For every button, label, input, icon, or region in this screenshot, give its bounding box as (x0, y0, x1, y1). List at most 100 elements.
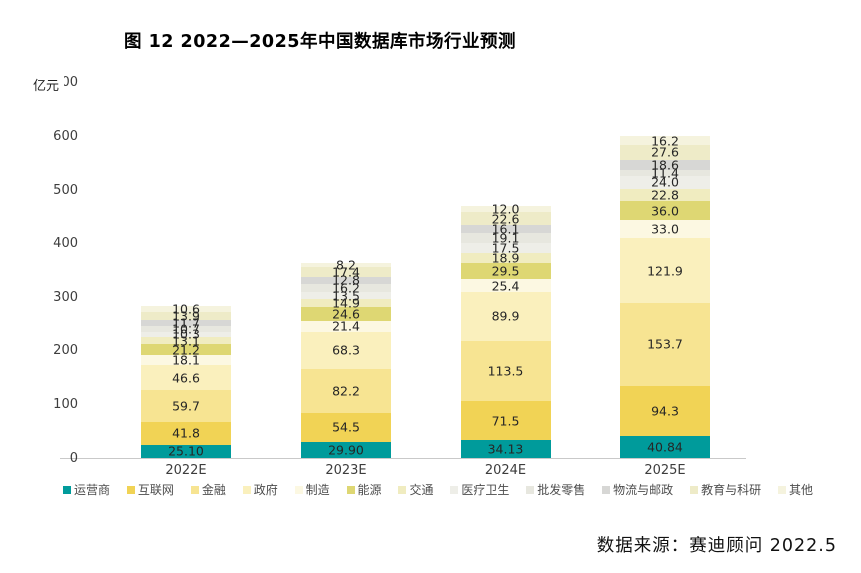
y-tick-label: 200 (53, 343, 78, 359)
bar-segment-label: 82.2 (332, 383, 360, 399)
bar-segment: 153.7 (620, 303, 710, 386)
bar-segment: 12.0 (460, 203, 551, 216)
bar-segment: 8.2 (301, 259, 391, 272)
bar-segment: 22.6 (460, 211, 551, 226)
bar-segment-label: 13.1 (172, 333, 200, 349)
bar-segment-label: 19.1 (491, 230, 520, 246)
bar-segment: 24.0 (620, 176, 710, 189)
bar-segment-label: 8.2 (336, 257, 356, 273)
bar-segment: 121.9 (620, 237, 710, 304)
bar-segment: 22.8 (620, 188, 710, 201)
legend-label: 其他 (788, 483, 813, 497)
bar-segment: 82.2 (301, 368, 391, 413)
bar-segment-label: 153.7 (647, 336, 683, 352)
legend-item: 制造 (294, 481, 330, 498)
legend-item: 批发零售 (526, 481, 585, 498)
bar-segment-label: 36.0 (651, 203, 679, 219)
bar-segment-label: 21.4 (332, 318, 360, 334)
legend-item: 教育与科研 (690, 481, 761, 498)
legend-swatch (242, 485, 251, 494)
bar-segment: 14.9 (301, 297, 391, 310)
bar-segment-label: 10.6 (172, 301, 200, 317)
bar-segment-label: 12.8 (332, 272, 360, 288)
legend-label: 能源 (357, 483, 382, 497)
bar-segment: 16.1 (460, 222, 551, 235)
bar-segment: 36.0 (620, 200, 710, 221)
bar-segment: 11.4 (620, 166, 710, 179)
legend-label: 运营商 (74, 483, 111, 497)
x-category-label: 2022E (165, 463, 207, 478)
stacked-bar-2024E: 34.13 71.5 113.5 89.9 25.4 29.5 18.9 17.5 19.1 16… (460, 203, 551, 458)
bar-segment: 29.90 (301, 441, 391, 458)
legend-label: 金融 (201, 483, 226, 497)
bar-segment-label: 41.8 (172, 425, 200, 441)
source-text: 数据来源：赛迪顾问 2022.5 (596, 536, 837, 556)
bar-segment: 33.0 (620, 220, 710, 238)
stacked-bar-2022E: 25.10 41.8 59.7 46.6 18.1 21.2 13.1 10.3 10.7 11.… (141, 303, 231, 458)
bar-segment-label: 24.6 (332, 306, 360, 322)
bar-segment: 18.9 (460, 251, 551, 264)
y-tick-label: 400 (53, 236, 78, 252)
legend-swatch (294, 485, 303, 494)
bar-segment: 17.5 (460, 240, 551, 256)
bar-segment-label: 16.2 (332, 280, 360, 296)
bar-segment-label: 10.3 (172, 326, 200, 342)
bar-segment-label: 27.6 (651, 144, 679, 160)
bar-segment: 25.10 (141, 444, 231, 458)
bar-segment-label: 25.4 (491, 278, 520, 294)
bar-segment: 18.1 (141, 354, 231, 367)
legend-label: 制造 (305, 483, 330, 497)
bar-segment: 17.4 (301, 266, 391, 279)
legend: 运营商 互联网 金融 政府 制造 能源 交通 医疗卫生 批发零售 物流与邮政 教育与科研 其他 (63, 481, 813, 498)
bar-segment-label: 22.6 (491, 211, 520, 226)
bar-segment: 16.2 (620, 134, 710, 147)
x-category-label: 2023E (325, 463, 367, 478)
y-tick-label: 300 (53, 289, 78, 305)
bar-segment-label: 17.5 (491, 240, 520, 256)
legend-item: 物流与邮政 (602, 481, 673, 498)
bar-segment-label: 121.9 (647, 263, 683, 279)
bar-segment: 25.4 (460, 278, 551, 294)
bar-segment: 41.8 (141, 422, 231, 445)
bar-segment-label: 11.4 (651, 165, 679, 181)
bar-segment-label: 13.9 (172, 308, 200, 324)
legend-swatch (190, 485, 199, 494)
legend-item: 其他 (777, 481, 813, 498)
legend-swatch (346, 485, 355, 494)
legend-swatch (450, 485, 459, 494)
bar-segment: 16.2 (301, 280, 391, 296)
bar-segment-label: 68.3 (332, 342, 360, 358)
bar-segment: 54.5 (301, 412, 391, 442)
x-category-label: 2025E (644, 463, 686, 478)
y-tick-label: 0 (69, 450, 78, 466)
legend-swatch (777, 485, 786, 494)
bar-segment: 10.6 (141, 303, 231, 316)
bar-segment-label: 71.5 (491, 413, 520, 429)
y-tick-label: 500 (53, 182, 78, 198)
legend-swatch (126, 485, 135, 494)
bar-segment-label: 40.84 (647, 439, 683, 455)
bar-segment: 12.8 (301, 272, 391, 288)
legend-item: 医疗卫生 (450, 481, 509, 498)
y-tick-label: 600 (53, 128, 78, 144)
legend-label: 医疗卫生 (461, 483, 510, 497)
legend-swatch (526, 485, 535, 494)
legend-label: 政府 (253, 483, 278, 497)
legend-swatch (398, 485, 407, 494)
stacked-bar-2023E: 29.90 54.5 82.2 68.3 21.4 24.6 14.9 13.5 16.2 12.… (301, 259, 391, 458)
bar-segment: 46.6 (141, 365, 231, 391)
bar-segment: 40.84 (620, 436, 710, 458)
y-tick-label: 100 (53, 396, 78, 412)
legend-label: 物流与邮政 (613, 483, 674, 497)
x-axis-line (60, 458, 746, 459)
bar-segment-label: 59.7 (172, 398, 200, 414)
bar-segment-label: 46.6 (172, 370, 200, 386)
bar-segment: 13.9 (141, 308, 231, 324)
bar-segment-label: 113.5 (487, 363, 524, 379)
legend-label: 批发零售 (537, 483, 586, 497)
chart-title: 图 12 2022—2025年中国数据库市场行业预测 (124, 32, 516, 52)
bar-segment-label: 21.2 (172, 342, 200, 358)
bar-segment: 18.6 (620, 158, 710, 171)
legend-swatch (63, 485, 71, 494)
